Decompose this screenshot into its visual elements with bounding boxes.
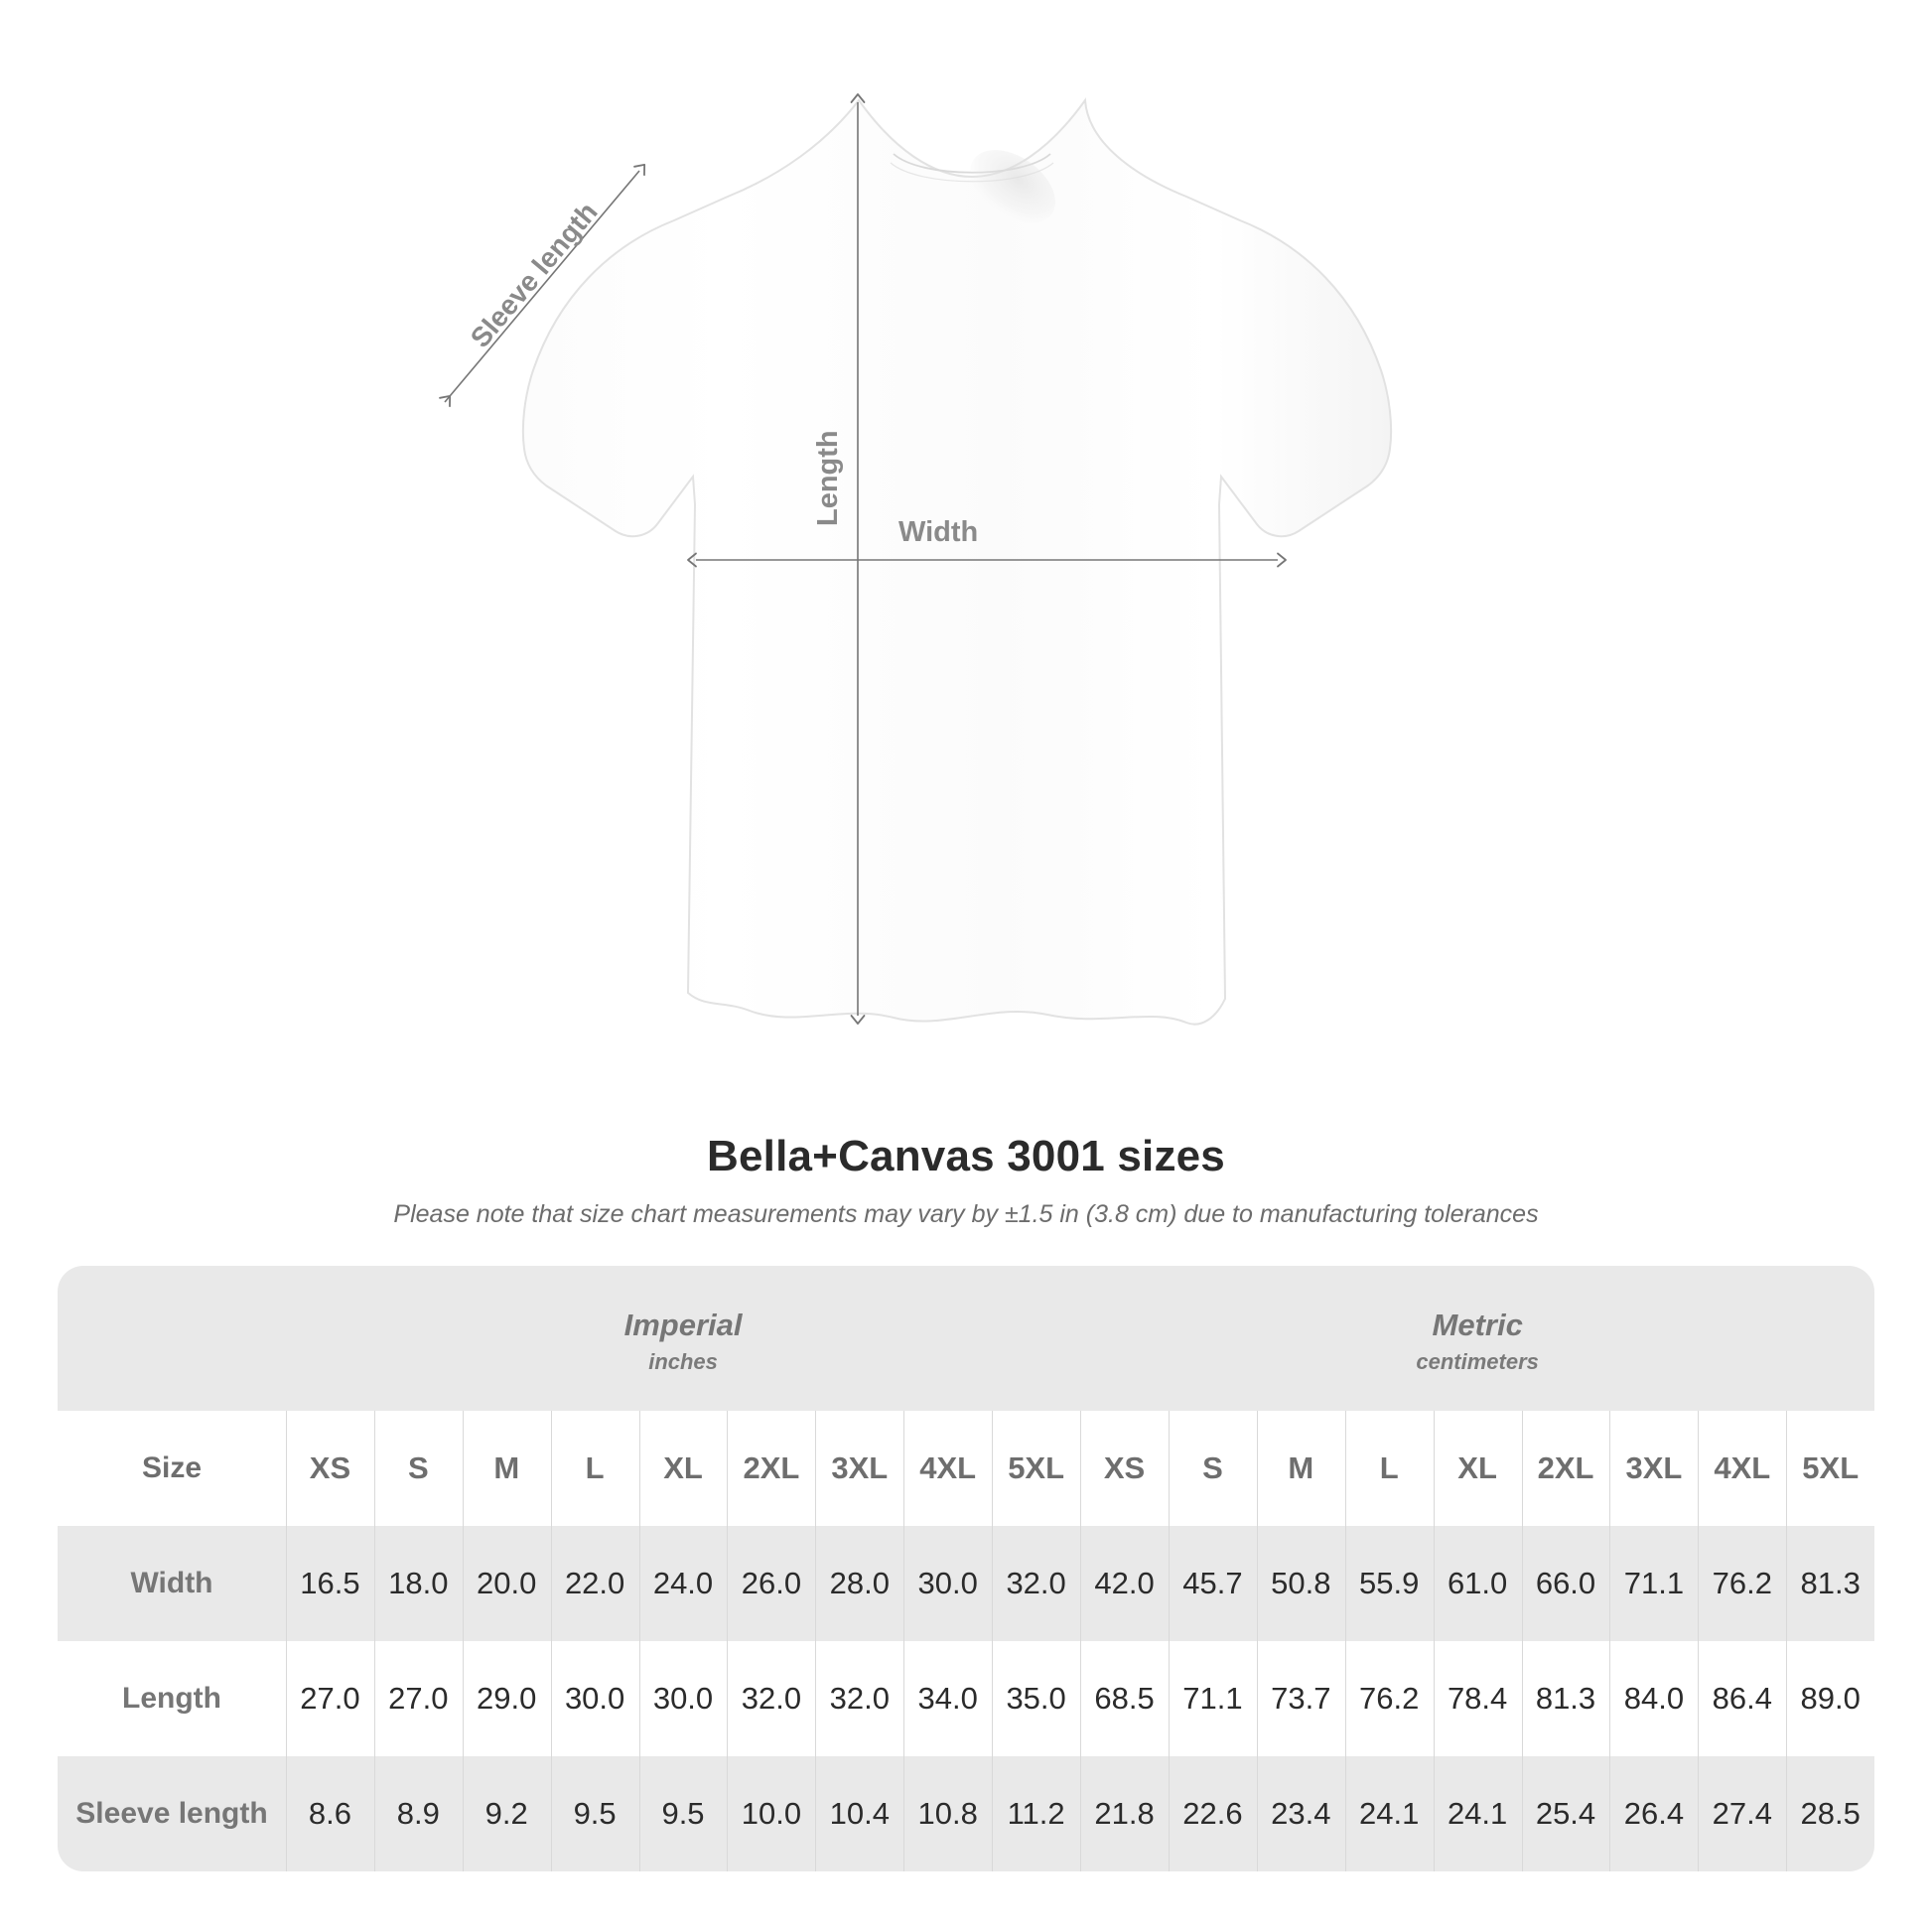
svg-text:Length: Length	[812, 430, 844, 526]
svg-text:Width: Width	[898, 516, 978, 548]
